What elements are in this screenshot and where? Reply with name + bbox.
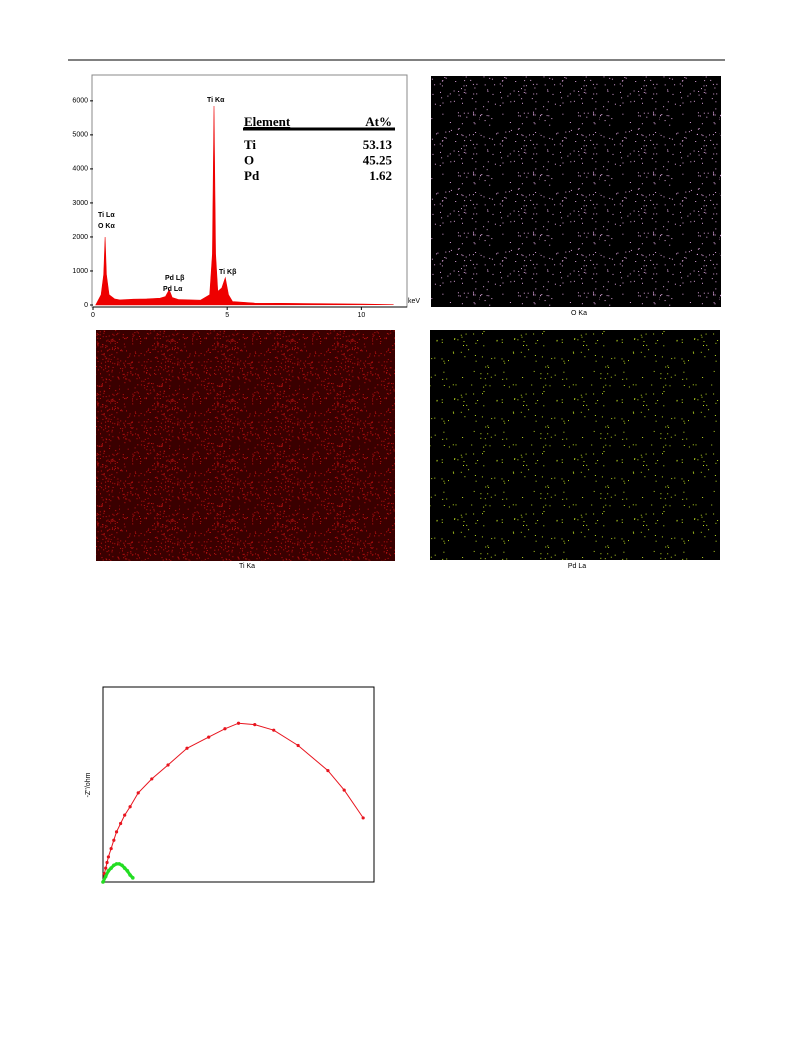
point xyxy=(223,727,227,731)
point xyxy=(185,746,189,750)
x-axis-label: keV xyxy=(408,298,420,305)
y-tick-label: 4000 xyxy=(72,166,88,173)
point xyxy=(150,777,154,781)
table-cell: Ti xyxy=(244,137,256,152)
point xyxy=(119,821,123,826)
x-tick-label: 0 xyxy=(91,312,95,319)
point xyxy=(105,860,109,865)
y-tick-label: 0 xyxy=(84,302,88,309)
point xyxy=(326,768,330,773)
point xyxy=(122,866,127,870)
point xyxy=(114,830,119,834)
point xyxy=(128,873,132,877)
spectrum-frame xyxy=(91,74,408,308)
peak-label: O Kα xyxy=(98,223,115,230)
x-tick-label: 10 xyxy=(357,312,365,319)
point xyxy=(101,880,105,884)
map-label: Pd La xyxy=(568,563,586,570)
point xyxy=(166,763,170,767)
spectrum xyxy=(95,105,394,306)
peak-label: Pd Lα xyxy=(163,286,183,293)
peak-label: Ti Kα xyxy=(207,97,225,104)
y-tick-label: 6000 xyxy=(72,98,88,105)
map-label: O Ka xyxy=(571,310,587,317)
point xyxy=(103,874,108,879)
table-cell: O xyxy=(244,152,254,167)
peak-label: Pd Lβ xyxy=(165,275,185,282)
point xyxy=(128,805,132,809)
point xyxy=(117,862,122,866)
point xyxy=(112,838,116,842)
point xyxy=(104,866,108,870)
point xyxy=(106,855,111,859)
point xyxy=(131,876,135,880)
point xyxy=(123,813,127,817)
peak-label: Ti Kβ xyxy=(219,269,237,276)
table-header: Element xyxy=(244,114,291,129)
table-cell: 53.13 xyxy=(363,137,393,152)
point xyxy=(109,866,113,870)
map-label: Ti Ka xyxy=(239,563,255,570)
table-cell: 1.62 xyxy=(369,168,392,183)
series-line xyxy=(102,722,364,883)
point xyxy=(112,863,116,868)
point xyxy=(342,788,346,792)
point xyxy=(114,862,119,866)
map-o xyxy=(431,76,721,307)
y-tick-label: 5000 xyxy=(72,132,88,139)
peak-label: Ti Lα xyxy=(98,212,115,219)
y-tick-label: 3000 xyxy=(72,200,88,207)
point xyxy=(236,721,241,725)
series-line xyxy=(101,862,134,883)
table-cell: 45.25 xyxy=(363,152,393,167)
table-header: At% xyxy=(365,114,392,129)
map-ti xyxy=(96,330,395,561)
point xyxy=(120,863,124,868)
nyquist-frame xyxy=(102,686,375,883)
y-tick-label: 1000 xyxy=(72,268,88,275)
table-cell: Pd xyxy=(244,168,260,183)
point xyxy=(253,723,257,727)
point xyxy=(106,869,111,873)
x-tick-label: 5 xyxy=(225,312,229,319)
point xyxy=(207,735,211,739)
point xyxy=(296,743,300,748)
y-tick-label: 2000 xyxy=(72,234,88,241)
point xyxy=(361,816,365,820)
point xyxy=(136,791,140,795)
map-pd xyxy=(430,330,720,560)
y-axis-label: -Z''/ohm xyxy=(85,772,92,797)
point xyxy=(125,869,130,873)
point xyxy=(272,728,276,732)
point xyxy=(109,846,113,851)
